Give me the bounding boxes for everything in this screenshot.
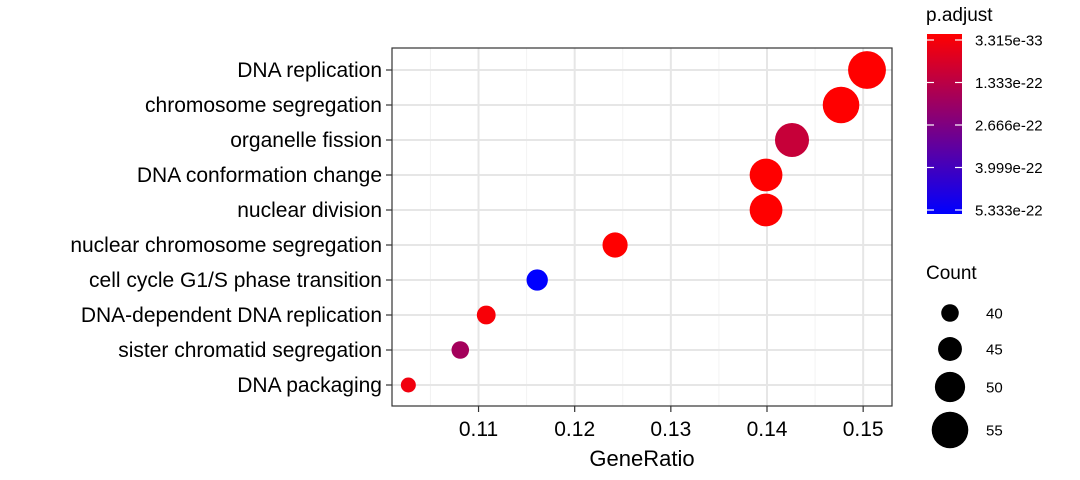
- x-tick-label: 0.13: [650, 418, 691, 441]
- data-point: [749, 193, 783, 227]
- data-point: [848, 51, 886, 89]
- data-point: [749, 158, 783, 192]
- category-label: chromosome segregation: [145, 94, 382, 117]
- size-legend: Count 40 45 50 55: [926, 263, 1003, 449]
- color-scale-bar: [927, 34, 962, 214]
- size-legend-key: [931, 411, 969, 449]
- category-label: nuclear chromosome segregation: [70, 234, 382, 257]
- x-tick-label: 0.11: [459, 418, 498, 441]
- data-point: [526, 269, 548, 291]
- size-legend-label: 55: [986, 423, 1003, 440]
- data-point: [476, 305, 496, 325]
- size-legend-label: 45: [986, 342, 1003, 359]
- category-label: DNA conformation change: [137, 164, 382, 187]
- size-legend-label: 40: [986, 306, 1003, 323]
- color-legend-label: 3.999e-22: [975, 160, 1043, 177]
- size-legend-key: [934, 371, 966, 403]
- category-label: DNA replication: [237, 59, 382, 82]
- x-tick-label: 0.14: [747, 418, 788, 441]
- category-label: cell cycle G1/S phase transition: [89, 269, 382, 292]
- data-points: [400, 51, 886, 393]
- category-label: nuclear division: [237, 199, 382, 222]
- x-axis-title: GeneRatio: [589, 446, 694, 471]
- color-legend-title: p.adjust: [926, 5, 993, 26]
- size-legend-key: [941, 304, 959, 322]
- minor-grid: [429, 48, 816, 406]
- x-tick-label: 0.12: [554, 418, 595, 441]
- category-label: DNA packaging: [237, 374, 382, 397]
- y-axis: DNA replication chromosome segregation org…: [70, 59, 392, 397]
- size-legend-title: Count: [926, 263, 977, 284]
- size-legend-label: 50: [986, 380, 1003, 397]
- color-legend-label: 2.666e-22: [975, 118, 1043, 135]
- color-legend-label: 1.333e-22: [975, 75, 1043, 92]
- data-point: [602, 232, 628, 258]
- category-label: DNA-dependent DNA replication: [81, 304, 382, 327]
- data-point: [451, 341, 470, 359]
- size-legend-key: [938, 337, 962, 361]
- color-legend: p.adjust 3.315e-33 1.333e-22 2.666e-22 3.999…: [926, 5, 1043, 220]
- color-legend-label: 3.315e-33: [975, 33, 1043, 50]
- data-point: [400, 377, 416, 393]
- plot-panel-border: [391, 47, 893, 407]
- category-label: sister chromatid segregation: [118, 339, 382, 362]
- x-axis: 0.11 0.12 0.13 0.14 0.15: [459, 406, 884, 441]
- data-point: [774, 122, 810, 158]
- data-point: [822, 86, 860, 124]
- category-label: organelle fission: [230, 129, 382, 152]
- x-tick-label: 0.15: [843, 418, 884, 441]
- color-legend-label: 5.333e-22: [975, 203, 1043, 220]
